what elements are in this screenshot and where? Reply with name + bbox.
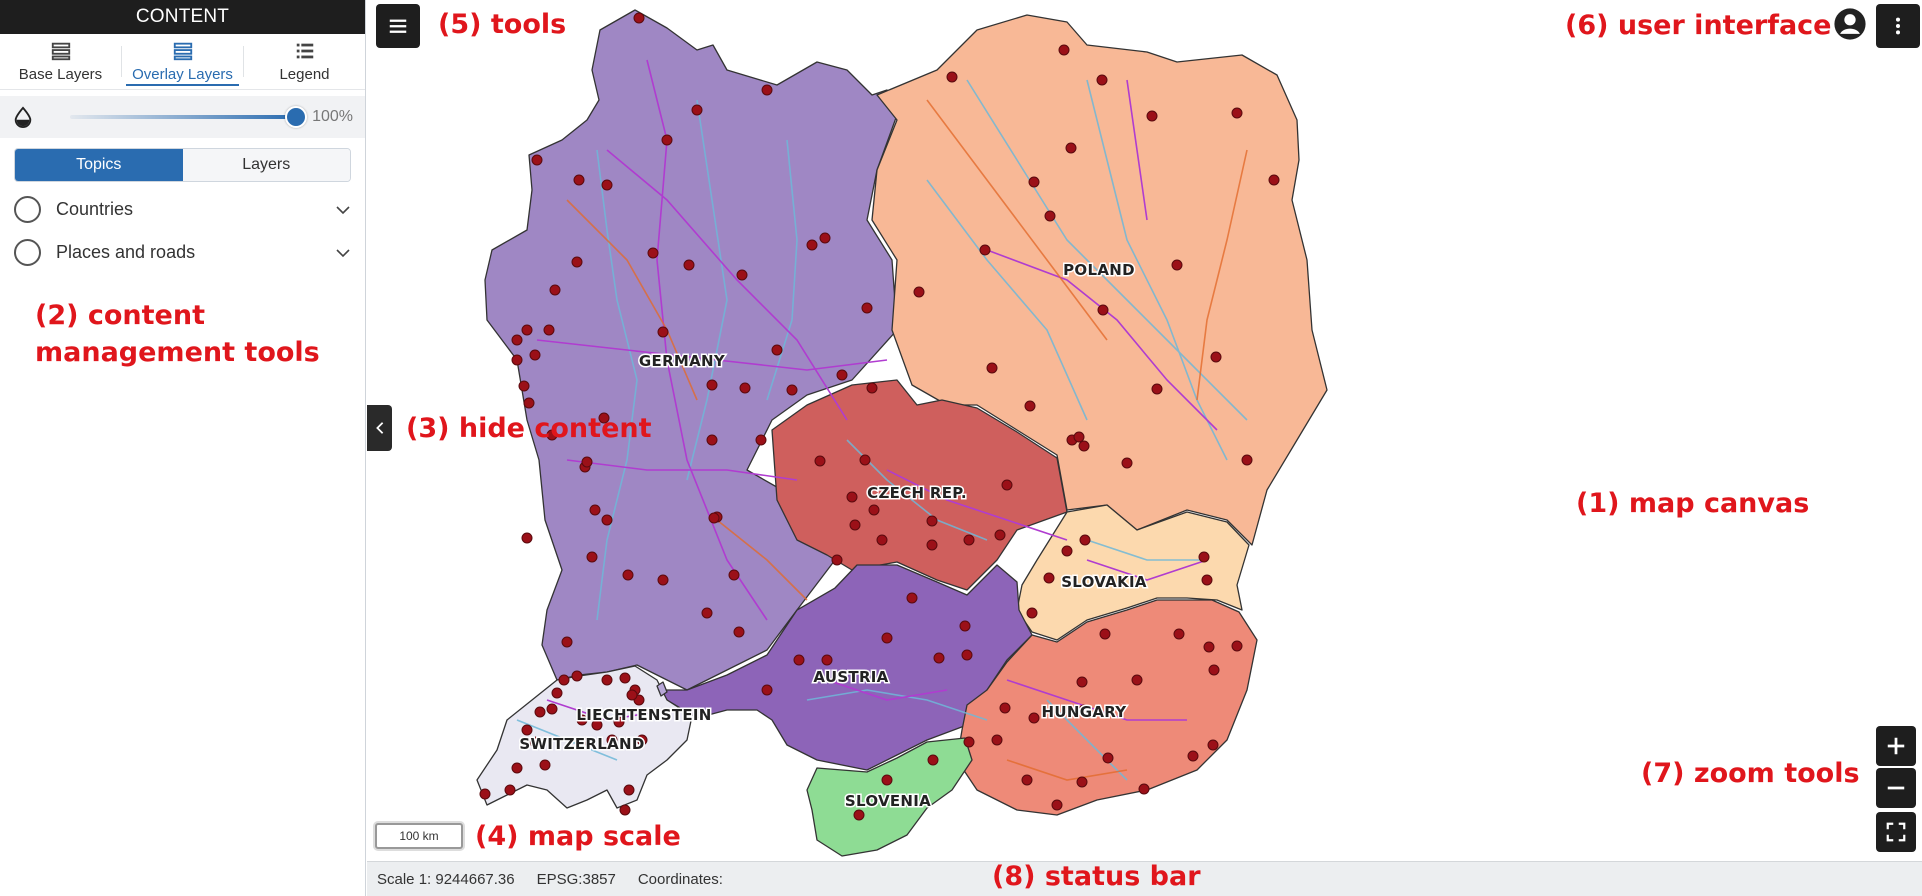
status-epsg: EPSG:3857 (536, 870, 616, 888)
annotation-tools: (5) tools (438, 9, 567, 40)
minus-icon (1887, 786, 1905, 790)
layers-icon (51, 42, 70, 61)
topic-label: Places and roads (56, 242, 196, 262)
country-hungary (956, 599, 1258, 816)
more-vertical-icon (1895, 17, 1901, 35)
tools-menu-button[interactable] (376, 4, 420, 48)
hide-content-button[interactable] (367, 405, 392, 451)
opacity-slider-thumb[interactable] (285, 106, 307, 128)
list-icon (296, 43, 313, 59)
map-svg[interactable]: GERMANY POLAND CZECH REP. SLOVAKIA AUSTR… (367, 0, 1922, 861)
status-bar: Scale 1: 9244667.36 EPSG:3857 Coordinate… (367, 861, 1922, 896)
drop-icon (14, 106, 32, 128)
topic-countries[interactable]: Countries (0, 188, 365, 231)
country-label-liechtenstein: LIECHTENSTEIN (576, 706, 711, 724)
radio-button[interactable] (14, 239, 41, 266)
annotation-content-tools: (2) content management tools (35, 300, 320, 368)
country-czech (771, 379, 1068, 591)
country-label-slovenia: SLOVENIA (845, 792, 931, 810)
topics-layers-switch: Topics Layers (14, 148, 351, 182)
hamburger-menu-icon (389, 19, 407, 33)
status-scale: Scale 1: 9244667.36 (377, 870, 515, 888)
layers-button[interactable]: Layers (182, 149, 350, 181)
layers-icon (173, 42, 192, 61)
opacity-slider[interactable] (70, 106, 307, 128)
content-panel: CONTENT Base Layers Overlay Layers Legen… (0, 0, 366, 896)
tab-divider (243, 46, 244, 77)
country-label-slovakia: SLOVAKIA (1061, 573, 1147, 591)
tab-divider (121, 46, 122, 77)
annotation-map-scale: (4) map scale (475, 821, 681, 852)
tab-base-layers[interactable]: Base Layers (0, 34, 121, 89)
zoom-out-button[interactable] (1876, 768, 1916, 808)
plus-icon (1887, 737, 1905, 755)
radio-button[interactable] (14, 196, 41, 223)
chevron-down-icon[interactable] (335, 202, 351, 218)
country-poland (871, 14, 1328, 546)
map-canvas[interactable]: GERMANY POLAND CZECH REP. SLOVAKIA AUSTR… (367, 0, 1922, 861)
chevron-down-icon[interactable] (335, 245, 351, 261)
annotation-user-interface: (6) user interface (1565, 10, 1832, 41)
content-tabs: Base Layers Overlay Layers Legend (0, 34, 365, 90)
map-scale-label: 100 km (399, 829, 439, 843)
rivers (516, 79, 1248, 781)
map-scale-bar: 100 km (375, 823, 463, 849)
roads (536, 59, 1248, 781)
fullscreen-button[interactable] (1876, 812, 1916, 852)
content-panel-title: CONTENT (0, 0, 365, 34)
topic-label: Countries (56, 199, 134, 219)
country-label-austria: AUSTRIA (813, 668, 888, 686)
topic-places-and-roads[interactable]: Places and roads (0, 231, 365, 274)
fullscreen-icon (1886, 822, 1906, 842)
annotation-map-canvas: (1) map canvas (1576, 488, 1810, 519)
country-slovenia (806, 737, 973, 857)
tab-overlay-layers[interactable]: Overlay Layers (122, 34, 243, 89)
country-liechtenstein (656, 681, 668, 697)
status-coordinates: Coordinates: (637, 870, 723, 888)
country-label-czech: CZECH REP. (867, 484, 967, 502)
user-icon (1834, 8, 1866, 40)
user-account-button[interactable] (1832, 6, 1868, 42)
country-label-germany: GERMANY (639, 352, 726, 370)
tab-label: Base Layers (18, 66, 103, 83)
tab-label: Legend (279, 66, 330, 83)
chevron-left-icon (375, 422, 383, 434)
more-options-button[interactable] (1876, 4, 1920, 48)
tab-legend[interactable]: Legend (244, 34, 365, 89)
country-label-switzerland: SWITZERLAND (519, 735, 644, 753)
opacity-control: 100% (0, 96, 365, 138)
opacity-value: 100% (312, 108, 353, 125)
opacity-slider-track (70, 115, 295, 119)
country-label-poland: POLAND (1063, 261, 1135, 279)
annotation-hide-content: (3) hide content (406, 413, 652, 444)
annotation-zoom-tools: (7) zoom tools (1641, 758, 1860, 789)
country-label-hungary: HUNGARY (1042, 703, 1128, 721)
places (479, 12, 1280, 821)
zoom-in-button[interactable] (1876, 726, 1916, 766)
annotation-status-bar: (8) status bar (992, 861, 1201, 892)
tab-label: Overlay Layers (132, 66, 233, 83)
topics-button[interactable]: Topics (15, 149, 183, 181)
